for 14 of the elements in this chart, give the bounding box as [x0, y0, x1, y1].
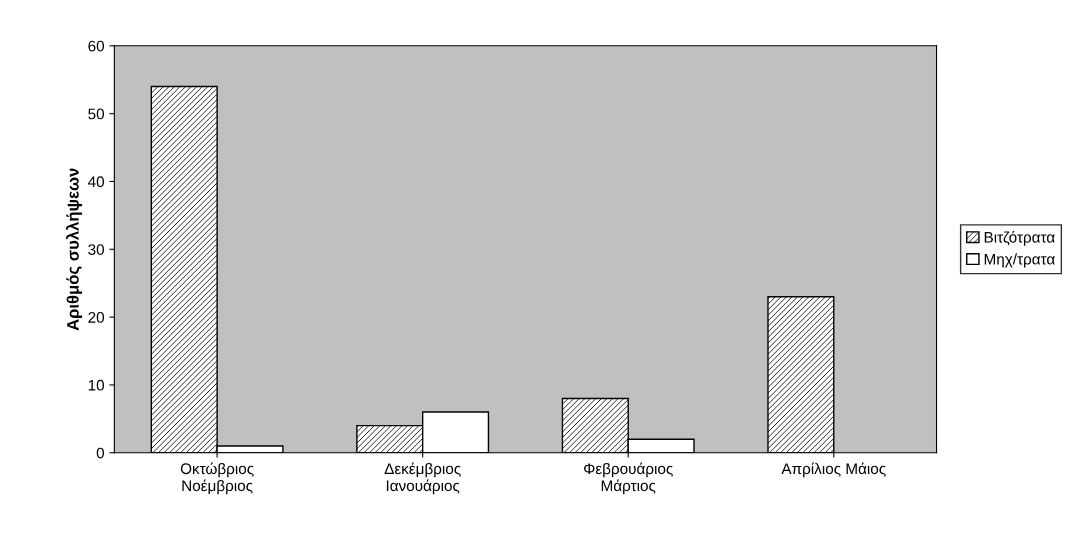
y-axis-title: Αριθμός συλλήψεων	[66, 168, 83, 331]
y-tick-label: 30	[88, 244, 105, 255]
y-tick-label: 40	[87, 176, 105, 188]
x-tick-label: Φεβρουάριος Μάρτιος	[584, 462, 673, 495]
legend-label: Μηχ/τρατα	[984, 253, 1055, 268]
y-tick-label: 10	[88, 379, 105, 391]
y-tick-label: 50	[88, 108, 105, 120]
x-tick-label: Απρίλιος Μάιος	[781, 462, 886, 478]
y-tick-label: 60	[88, 40, 105, 52]
legend-label: Βιτζότρατα	[984, 231, 1055, 246]
x-tick-label: Δεκέμβριος Ιανουάριος	[384, 462, 461, 495]
y-tick-label: 0	[96, 447, 105, 459]
y-tick-label: 20	[88, 311, 105, 323]
x-tick-label: Οκτώβριος Νοέμβριος	[180, 462, 254, 495]
